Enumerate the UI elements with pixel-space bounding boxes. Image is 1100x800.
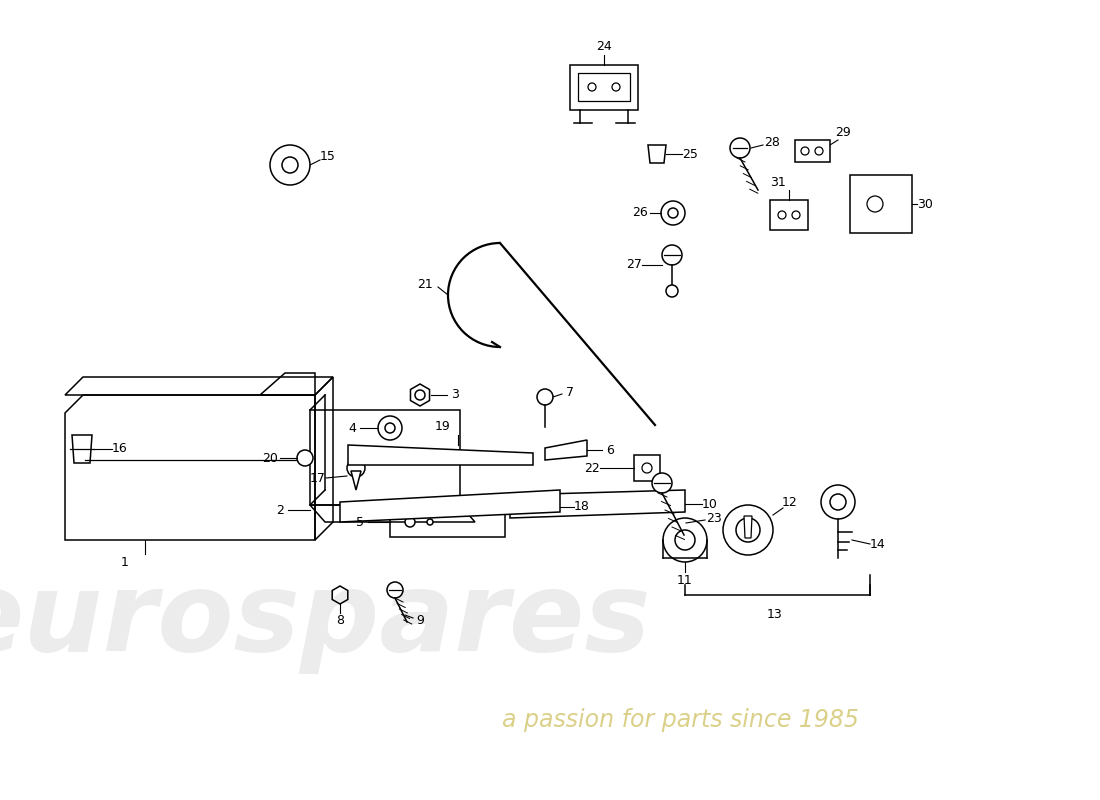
Circle shape	[612, 83, 620, 91]
Text: 19: 19	[436, 421, 451, 434]
Text: 13: 13	[767, 609, 783, 622]
Polygon shape	[510, 490, 685, 518]
Circle shape	[661, 201, 685, 225]
Circle shape	[730, 138, 750, 158]
Circle shape	[415, 390, 425, 400]
Polygon shape	[648, 145, 666, 163]
Circle shape	[736, 518, 760, 542]
Polygon shape	[351, 471, 361, 490]
Text: 27: 27	[626, 258, 642, 271]
Circle shape	[668, 208, 678, 218]
Text: 17: 17	[310, 471, 326, 485]
Text: 15: 15	[320, 150, 336, 163]
Bar	[795, 140, 830, 162]
Bar	[850, 175, 912, 233]
Circle shape	[642, 463, 652, 473]
Text: 8: 8	[336, 614, 344, 627]
Circle shape	[405, 517, 415, 527]
Text: 23: 23	[706, 511, 722, 525]
Text: 11: 11	[678, 574, 693, 586]
Circle shape	[662, 245, 682, 265]
Text: 22: 22	[584, 462, 600, 474]
Text: 4: 4	[348, 422, 356, 434]
Circle shape	[378, 416, 402, 440]
Circle shape	[815, 147, 823, 155]
Text: 14: 14	[870, 538, 886, 551]
Circle shape	[387, 582, 403, 598]
Polygon shape	[544, 440, 587, 460]
Text: 21: 21	[417, 278, 433, 291]
Text: 12: 12	[782, 495, 797, 509]
Text: 29: 29	[835, 126, 851, 138]
Text: 3: 3	[451, 389, 459, 402]
Circle shape	[346, 459, 365, 477]
Text: 25: 25	[682, 147, 697, 161]
Text: 2: 2	[276, 503, 284, 517]
Text: 18: 18	[574, 501, 590, 514]
Circle shape	[588, 83, 596, 91]
Circle shape	[297, 450, 313, 466]
Text: 20: 20	[262, 451, 278, 465]
Text: 28: 28	[764, 137, 780, 150]
Text: 31: 31	[770, 175, 785, 189]
Polygon shape	[744, 516, 752, 538]
Circle shape	[270, 145, 310, 185]
Text: 9: 9	[416, 614, 424, 626]
Bar	[770, 200, 808, 230]
Text: 5: 5	[356, 515, 364, 529]
Bar	[578, 73, 630, 101]
Polygon shape	[340, 490, 560, 522]
Text: 1: 1	[121, 555, 129, 569]
Text: 24: 24	[596, 41, 612, 54]
Text: a passion for parts since 1985: a passion for parts since 1985	[502, 708, 858, 732]
Text: 26: 26	[632, 206, 648, 219]
Circle shape	[792, 211, 800, 219]
Bar	[390, 507, 505, 537]
Text: 16: 16	[112, 442, 128, 455]
Circle shape	[385, 423, 395, 433]
Circle shape	[723, 505, 773, 555]
Text: 6: 6	[606, 443, 614, 457]
Circle shape	[282, 157, 298, 173]
Circle shape	[427, 519, 433, 525]
Text: 7: 7	[566, 386, 574, 398]
Text: eurospares: eurospares	[0, 566, 651, 674]
Bar	[570, 65, 638, 110]
Polygon shape	[348, 445, 534, 465]
Circle shape	[867, 196, 883, 212]
Circle shape	[652, 473, 672, 493]
Circle shape	[830, 494, 846, 510]
Circle shape	[778, 211, 786, 219]
Circle shape	[663, 518, 707, 562]
Circle shape	[821, 485, 855, 519]
Circle shape	[801, 147, 808, 155]
Text: 10: 10	[702, 498, 718, 510]
Circle shape	[675, 530, 695, 550]
Circle shape	[666, 285, 678, 297]
Text: 30: 30	[917, 198, 933, 210]
Circle shape	[537, 389, 553, 405]
